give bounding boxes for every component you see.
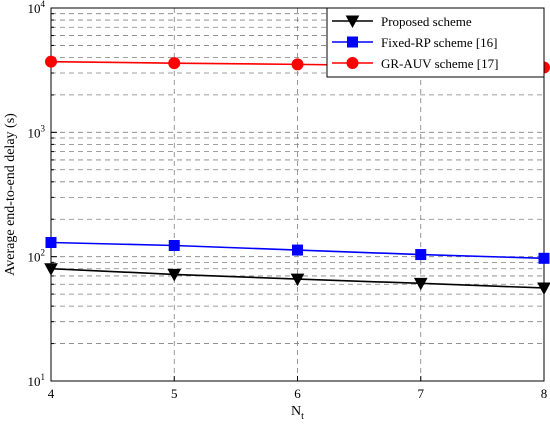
data-point — [167, 268, 182, 282]
data-point — [538, 252, 550, 264]
data-point — [45, 55, 57, 68]
x-tick-label: 7 — [418, 386, 425, 401]
data-point — [168, 239, 180, 251]
data-point — [44, 263, 58, 276]
legend-item: Fixed-RP scheme [16] — [332, 35, 498, 50]
x-tick-label: 5 — [171, 386, 178, 401]
x-tick-label: 4 — [48, 386, 55, 401]
x-axis-label-main: N — [291, 404, 301, 419]
data-point — [45, 236, 57, 248]
data-point — [292, 244, 303, 256]
data-point — [415, 249, 427, 261]
series-square — [45, 236, 550, 264]
legend: Proposed scheme Fixed-RP scheme [16] GR-AU… — [326, 7, 545, 78]
x-axis-label: Nt — [291, 404, 304, 422]
y-tick-base: 10 — [28, 374, 41, 389]
legend-marker — [345, 15, 360, 29]
data-point — [413, 277, 428, 291]
y-tick-label: 103 — [28, 123, 46, 140]
x-axis-label-subscript: t — [301, 411, 304, 422]
data-point — [168, 57, 181, 70]
legend-item: GR-AUV scheme [17] — [332, 56, 498, 71]
series-triangle-down — [44, 263, 550, 296]
y-tick-label: 102 — [28, 248, 46, 265]
legend-marker — [346, 57, 359, 69]
y-tick-base: 10 — [28, 125, 41, 140]
y-tick-label: 104 — [28, 0, 46, 16]
legend-label: Fixed-RP scheme [16] — [381, 35, 498, 50]
legend-label: Proposed scheme — [381, 14, 472, 29]
y-tick-label: 101 — [28, 372, 46, 389]
y-tick-base: 10 — [28, 1, 41, 16]
grid — [51, 8, 544, 381]
y-tick-exponent: 1 — [41, 372, 46, 382]
data-point — [291, 58, 304, 71]
data-point — [290, 273, 305, 287]
legend-marker — [347, 36, 358, 48]
y-tick-base: 10 — [28, 250, 41, 265]
legend-item: Proposed scheme — [332, 14, 472, 29]
x-tick-label: 8 — [541, 386, 548, 401]
y-axis-label: Average end-to-end delay (s) — [3, 113, 18, 276]
data-point — [537, 282, 550, 296]
legend-label: GR-AUV scheme [17] — [381, 56, 498, 71]
x-tick-label: 6 — [294, 386, 301, 401]
y-tick-exponent: 2 — [41, 248, 46, 258]
y-tick-exponent: 4 — [41, 0, 46, 9]
y-tick-exponent: 3 — [41, 123, 46, 133]
